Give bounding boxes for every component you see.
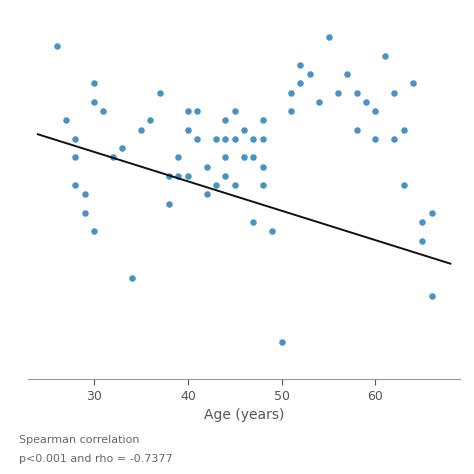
Point — [62, 117, 70, 124]
Point — [72, 154, 79, 161]
Point — [72, 181, 79, 189]
Point — [306, 71, 313, 78]
Point — [90, 80, 98, 87]
Point — [193, 135, 201, 143]
Point — [250, 219, 257, 226]
Point — [287, 108, 295, 115]
Point — [428, 292, 436, 300]
Point — [165, 172, 173, 180]
Point — [221, 117, 229, 124]
Point — [259, 163, 267, 171]
Point — [353, 89, 360, 97]
Point — [203, 191, 210, 198]
Point — [297, 80, 304, 87]
Point — [193, 108, 201, 115]
Point — [146, 117, 154, 124]
Point — [268, 228, 276, 235]
Point — [184, 126, 191, 134]
Point — [203, 163, 210, 171]
Point — [165, 200, 173, 208]
Point — [428, 209, 436, 217]
Point — [409, 80, 417, 87]
Point — [221, 154, 229, 161]
Point — [259, 117, 267, 124]
Point — [259, 181, 267, 189]
Point — [362, 98, 370, 106]
X-axis label: Age (years): Age (years) — [204, 408, 284, 422]
Point — [400, 181, 407, 189]
Point — [100, 108, 107, 115]
Point — [353, 126, 360, 134]
Point — [175, 172, 182, 180]
Point — [419, 237, 426, 245]
Point — [81, 209, 89, 217]
Point — [250, 154, 257, 161]
Point — [231, 108, 238, 115]
Point — [231, 181, 238, 189]
Point — [212, 135, 220, 143]
Point — [175, 154, 182, 161]
Point — [90, 98, 98, 106]
Point — [221, 135, 229, 143]
Point — [259, 135, 267, 143]
Point — [315, 98, 323, 106]
Point — [184, 108, 191, 115]
Point — [287, 89, 295, 97]
Point — [419, 219, 426, 226]
Point — [212, 181, 220, 189]
Point — [221, 172, 229, 180]
Point — [53, 43, 60, 50]
Point — [278, 338, 285, 346]
Point — [109, 154, 117, 161]
Point — [118, 145, 126, 152]
Point — [391, 89, 398, 97]
Point — [128, 274, 136, 282]
Point — [400, 126, 407, 134]
Point — [381, 52, 389, 60]
Point — [325, 34, 332, 41]
Point — [334, 89, 342, 97]
Point — [72, 135, 79, 143]
Point — [156, 89, 164, 97]
Point — [250, 135, 257, 143]
Point — [391, 135, 398, 143]
Text: p<0.001 and rho = -0.7377: p<0.001 and rho = -0.7377 — [19, 454, 173, 464]
Point — [240, 126, 248, 134]
Point — [344, 71, 351, 78]
Point — [231, 135, 238, 143]
Point — [90, 228, 98, 235]
Point — [184, 172, 191, 180]
Point — [372, 108, 379, 115]
Point — [137, 126, 145, 134]
Text: Spearman correlation: Spearman correlation — [19, 435, 139, 445]
Point — [297, 61, 304, 69]
Point — [240, 154, 248, 161]
Point — [81, 191, 89, 198]
Point — [372, 135, 379, 143]
